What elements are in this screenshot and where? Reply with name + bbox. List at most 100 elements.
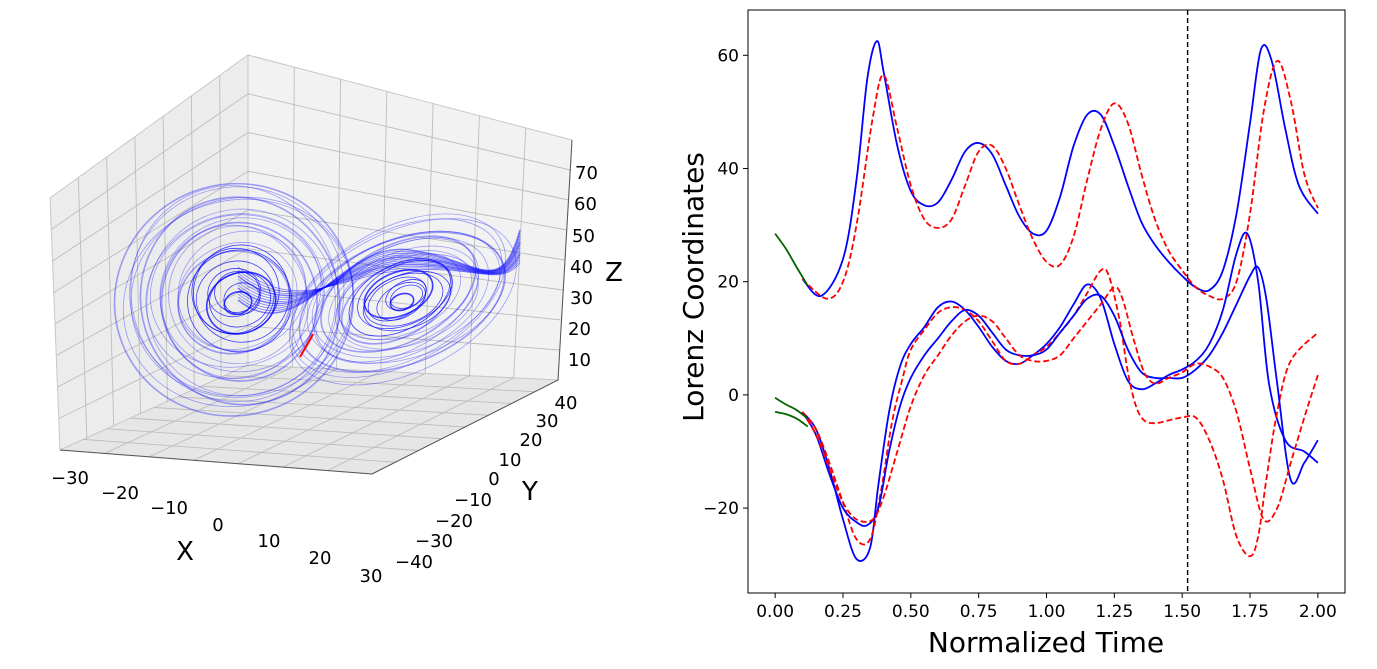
grid-line	[247, 132, 569, 201]
z-axis-label: Z	[605, 258, 623, 288]
attractor-loop	[340, 259, 454, 345]
attractor-loop	[129, 186, 345, 397]
series-line-warm-up-y-	[774, 411, 809, 428]
attractor-loop	[149, 214, 322, 368]
grid-line	[50, 93, 249, 230]
z-tick-label: 40	[570, 257, 593, 278]
z-tick-label: 60	[574, 194, 597, 215]
x-tick-label: 2.00	[1299, 602, 1337, 622]
grid-line	[130, 417, 442, 440]
y-axis-line	[371, 379, 559, 475]
attractor-loop	[376, 281, 426, 321]
attractor-loop	[298, 230, 506, 373]
series-line-warm-up-x-	[774, 396, 809, 420]
grid-line	[52, 132, 249, 262]
attractor-wing	[237, 256, 521, 295]
grid-line	[54, 209, 249, 325]
series-line-z-true	[801, 40, 1319, 298]
y-tick-label: −10	[454, 490, 492, 511]
grid-line	[224, 375, 535, 393]
attractor-loop	[146, 208, 336, 397]
attractor-loop	[122, 198, 354, 408]
time-series-plot: 0.00 0.25 0.50 0.75 1.00 1.25 1.50 1.75 …	[677, 9, 1346, 659]
x-tick-label: 0.25	[824, 602, 862, 622]
z-tick-label: 20	[568, 319, 591, 340]
attractor-loop	[290, 213, 506, 378]
grid-line	[247, 170, 567, 231]
attractor-loop	[223, 290, 253, 316]
y-tick-label: −30	[415, 531, 453, 552]
attractor-loop	[193, 244, 290, 343]
x-tick-label: 0	[212, 515, 223, 536]
attractor-loop	[311, 230, 501, 358]
attractor-loop	[362, 270, 451, 332]
attractor-wing	[237, 262, 521, 292]
x-tick-label: 1.75	[1231, 602, 1269, 622]
z-axis-line	[557, 139, 573, 381]
attractor-wing	[237, 253, 521, 297]
attractor-loop	[187, 249, 293, 353]
z-tick-label: 10	[568, 350, 591, 371]
x-tick-label: 30	[360, 566, 383, 587]
grid-line	[58, 325, 249, 419]
attractor-wing	[237, 244, 521, 302]
x-tick-label: 0.00	[756, 602, 794, 622]
series-line-warm-up-z-	[774, 233, 809, 287]
series-line-y-true	[801, 265, 1319, 527]
x-tick-label: 1.00	[1028, 602, 1066, 622]
grid-line	[153, 407, 466, 428]
x-tick-label: −20	[101, 483, 139, 504]
attractor-loop	[177, 250, 292, 355]
attractor-loop	[195, 260, 275, 334]
attractor-loop	[313, 237, 490, 364]
y-tick-label: 40	[717, 159, 739, 179]
grid-line	[83, 438, 396, 463]
y-tick-label: 0	[488, 469, 499, 490]
attractor-loop	[160, 221, 318, 382]
y-tick-label: 20	[717, 273, 739, 293]
x-ticks: 0.00 0.25 0.50 0.75 1.00 1.25 1.50 1.75 …	[756, 593, 1337, 622]
y-tick-label: 20	[520, 430, 543, 451]
attractor-loop	[335, 253, 479, 350]
attractor-loop	[177, 230, 307, 352]
series-lines	[774, 40, 1319, 562]
attractor-wing	[237, 232, 521, 311]
attractor-trajectory	[113, 182, 521, 417]
y-tick-label: 60	[717, 46, 739, 66]
attractor-loop	[130, 185, 339, 403]
attractor-loop	[139, 196, 341, 406]
grid-line	[106, 428, 419, 451]
x-tick-label: 1.25	[1095, 602, 1133, 622]
highlighted-segment	[299, 333, 314, 358]
x-axis-label: X	[176, 537, 194, 567]
x-tick-label: 0.75	[960, 602, 998, 622]
grid-line	[53, 170, 249, 293]
y-tick-label: 30	[536, 411, 559, 432]
x-tick-label: 10	[258, 531, 281, 552]
grid-line	[57, 287, 249, 388]
z-tick-label: 70	[575, 163, 598, 184]
y-tick-label: −40	[395, 552, 433, 573]
y-tick-label: 0	[728, 386, 739, 406]
y-tick-label: 40	[555, 393, 578, 414]
attractor-wing	[237, 247, 521, 300]
attractor-loop	[389, 284, 424, 309]
attractor-loop	[168, 225, 308, 365]
grid-line	[247, 93, 571, 171]
attractor-loop	[207, 268, 262, 318]
attractor-loop	[159, 217, 324, 373]
attractor-loop	[191, 247, 280, 335]
x-tick-label: −10	[150, 498, 188, 519]
series-line-x-true	[801, 231, 1319, 562]
attractor-loop	[320, 235, 477, 353]
attractor-wing	[237, 235, 521, 309]
y-tick-label: 10	[499, 450, 522, 471]
attractor-loop	[159, 224, 309, 379]
x-tick-label: 1.50	[1163, 602, 1201, 622]
y-axis-label: Lorenz Coordinates	[677, 152, 710, 422]
lorenz-3d-plot: −30 −20 −10 0 10 20 30 −40 −30 −20 −10 0…	[49, 54, 623, 587]
plot-frame	[747, 9, 1346, 594]
attractor-loop	[363, 269, 434, 319]
series-line-z-predicted	[801, 60, 1319, 301]
grid-line	[200, 385, 512, 404]
